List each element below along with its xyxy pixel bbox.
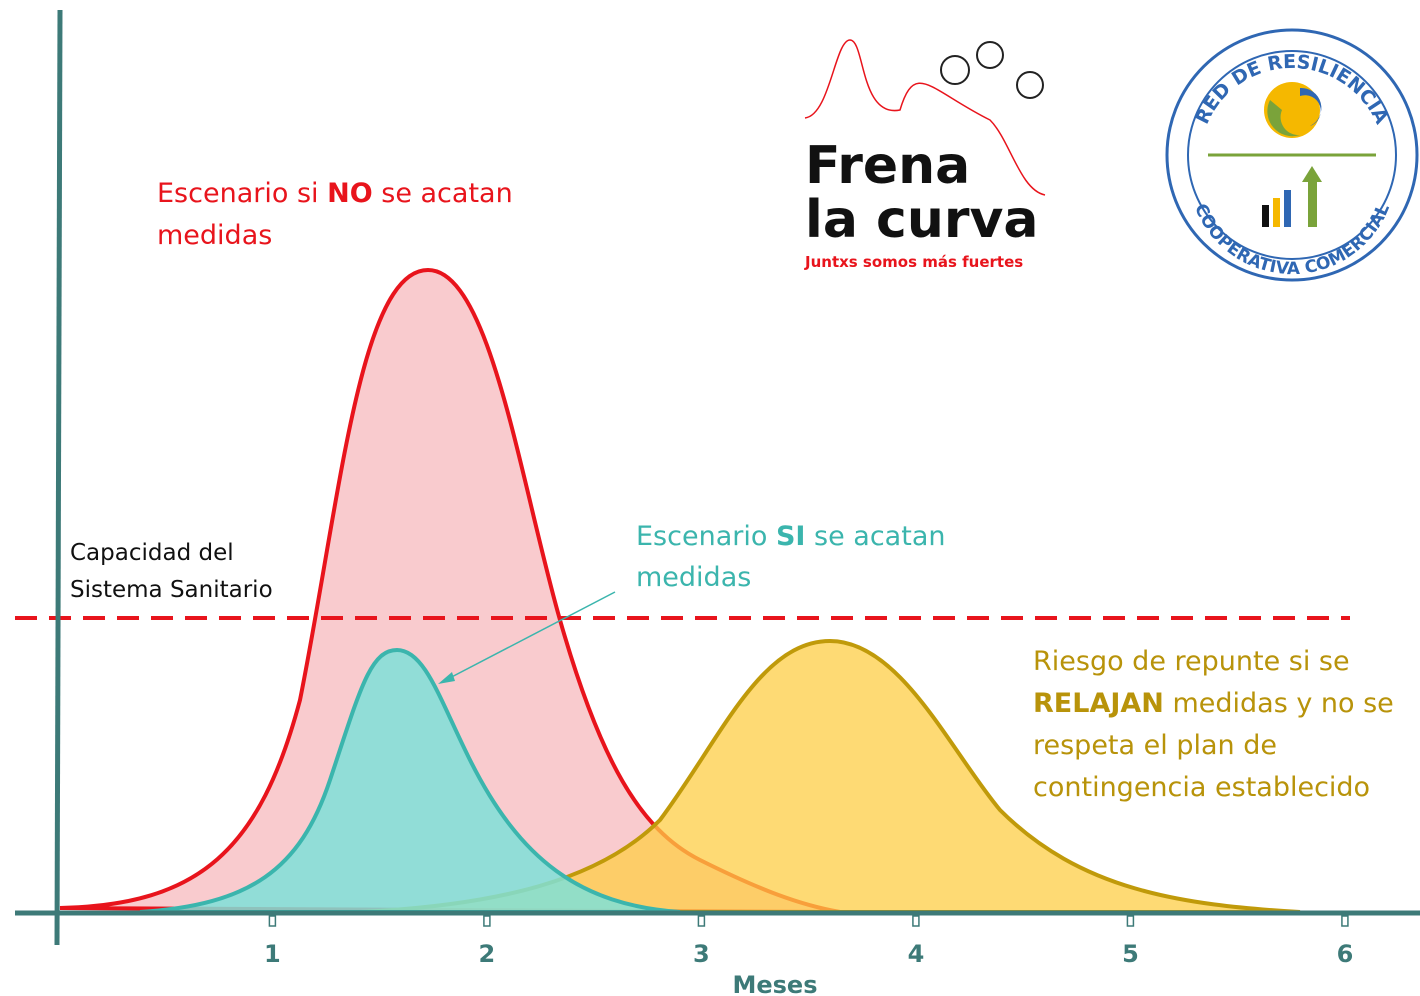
x-tick-label: 4 (908, 940, 925, 968)
text: RELAJAN (1033, 688, 1164, 719)
tick-mark (912, 915, 920, 927)
text: SI (776, 521, 806, 552)
pointer (441, 591, 616, 683)
risk-label: Riesgo de repunte si se RELAJAN medidas … (1033, 646, 1394, 803)
x-tick-label: 3 (693, 940, 710, 968)
x-tick-label: 1 (264, 940, 281, 968)
no-scenario-label: medidas (157, 220, 272, 251)
logo-icon (1267, 100, 1300, 137)
text: respeta el plan de (1033, 730, 1277, 761)
logo-curve (804, 39, 1046, 196)
text: se acatan (373, 178, 513, 209)
figure (1016, 71, 1044, 99)
logo-red: RED DE RESILIENCIA COOPERATIVA COMERCIAL (1165, 28, 1419, 282)
figure (976, 41, 1004, 69)
text: medidas y no se (1164, 688, 1394, 719)
text: Escenario si (157, 178, 327, 209)
si-scenario-curve (139, 647, 681, 914)
x-tick-label: 6 (1337, 940, 1354, 968)
tick-mark (268, 915, 277, 927)
y-axis (54, 9, 63, 946)
tick-mark (1126, 915, 1135, 927)
logo-ring (1187, 50, 1397, 260)
tick-mark (1341, 915, 1349, 927)
logo-title: Frena (805, 136, 970, 196)
tick-mark (697, 915, 706, 927)
logo-bar (1308, 180, 1317, 227)
risk-curve (359, 638, 1301, 914)
logo-bar (1262, 205, 1269, 227)
tick-mark (483, 915, 491, 927)
logo-bar (1273, 198, 1280, 227)
text: NO (327, 178, 373, 209)
logo-frena: Frena la curva Juntxs somos más fuertes (804, 39, 1046, 271)
x-tick-label: 2 (479, 940, 496, 968)
logo-bar (1284, 190, 1291, 227)
x-ticks: 1 2 3 4 5 6 (264, 915, 1354, 968)
x-tick-label: 5 (1122, 940, 1139, 968)
logo-tagline: Juntxs somos más fuertes (804, 253, 1023, 271)
logo-title: la curva (805, 190, 1039, 250)
pointer-head (438, 672, 455, 684)
capacity-label: Sistema Sanitario (70, 577, 273, 603)
text: se acatan (805, 521, 945, 552)
si-scenario-label: medidas (636, 562, 751, 593)
logo-arrow (1302, 166, 1322, 182)
text: contingencia establecido (1033, 772, 1370, 803)
capacity-label: Capacidad del (70, 540, 234, 566)
no-scenario-label: Escenario si NO se acatan (157, 178, 513, 209)
text: Riesgo de repunte si se (1033, 646, 1350, 677)
text: RELAJAN medidas y no se (1033, 688, 1394, 719)
text: Escenario (636, 521, 776, 552)
x-axis-label: Meses (732, 971, 817, 996)
figure (940, 55, 970, 85)
logo-icon (1300, 87, 1322, 126)
si-scenario-label: Escenario SI se acatan (636, 521, 945, 552)
